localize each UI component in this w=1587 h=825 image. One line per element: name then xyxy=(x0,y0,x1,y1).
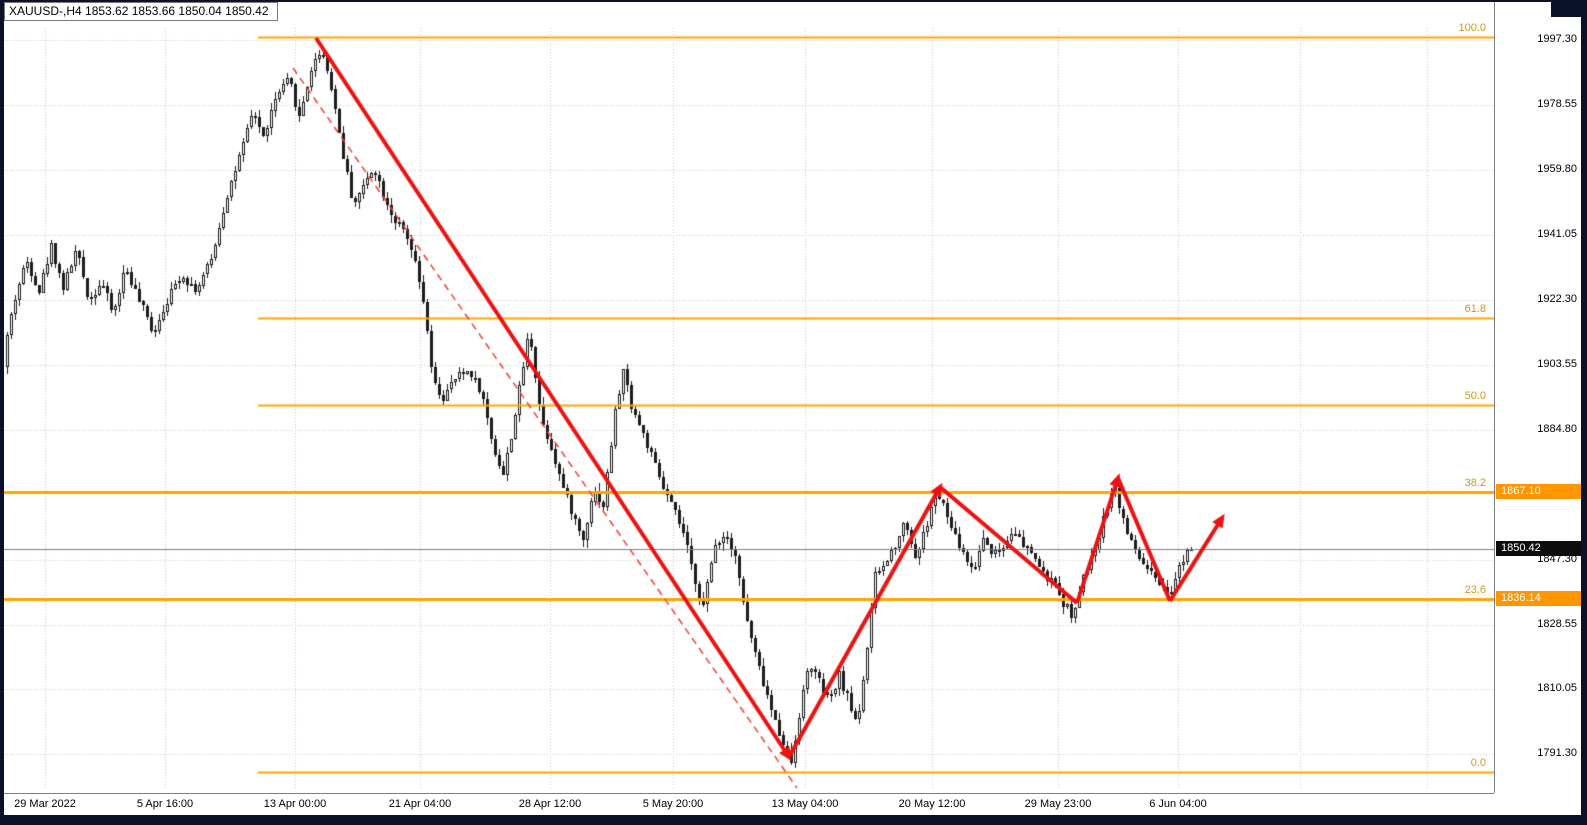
price-axis-tick: 1828.55 xyxy=(1537,618,1577,631)
price-axis-tick: 1884.80 xyxy=(1537,423,1577,436)
time-axis-label: 5 May 20:00 xyxy=(642,798,704,810)
time-axis-label: 21 Apr 04:00 xyxy=(388,798,452,810)
time-axis-label: 20 May 12:00 xyxy=(898,798,966,810)
time-axis-label: 5 Apr 16:00 xyxy=(136,798,194,810)
price-axis-tick: 1997.30 xyxy=(1537,33,1577,46)
fib-price-tag: 1836.14 xyxy=(1496,590,1581,606)
time-axis-label: 29 May 23:00 xyxy=(1024,798,1092,810)
time-axis-label: 29 Mar 2022 xyxy=(14,798,76,810)
price-axis-tick: 1959.80 xyxy=(1537,163,1577,176)
chart-title: XAUUSD-,H4 1853.62 1853.66 1850.04 1850.… xyxy=(9,4,269,18)
window-corner-block xyxy=(1551,2,1581,17)
price-axis-tick: 1978.55 xyxy=(1537,98,1577,111)
time-axis-label: 6 Jun 04:00 xyxy=(1149,798,1207,810)
chart-title-box: XAUUSD-,H4 1853.62 1853.66 1850.04 1850.… xyxy=(4,2,278,21)
price-axis-tick: 1941.05 xyxy=(1537,228,1577,241)
price-chart-canvas[interactable] xyxy=(4,2,1494,793)
price-axis-tick: 1903.55 xyxy=(1537,358,1577,371)
time-axis-label: 13 Apr 00:00 xyxy=(263,798,327,810)
price-axis[interactable]: 1997.30 1978.55 1959.80 1941.05 1922.30 1903.… xyxy=(1494,2,1581,793)
time-axis-label: 28 Apr 12:00 xyxy=(518,798,582,810)
time-axis-label: 13 May 04:00 xyxy=(771,798,839,810)
price-axis-tick: 1922.30 xyxy=(1537,293,1577,306)
time-axis[interactable]: 29 Mar 2022 5 Apr 16:00 13 Apr 00:00 21 Apr… xyxy=(4,793,1494,815)
fib-price-tag: 1867.10 xyxy=(1496,483,1581,499)
chart-window: 100.0 61.8 50.0 38.2 23.6 0.0 XAUUSD-,H4 1853… xyxy=(4,2,1581,815)
last-price-tag: 1850.42 xyxy=(1496,541,1581,557)
price-axis-tick: 1810.05 xyxy=(1537,682,1577,695)
price-axis-tick: 1791.30 xyxy=(1537,747,1577,760)
